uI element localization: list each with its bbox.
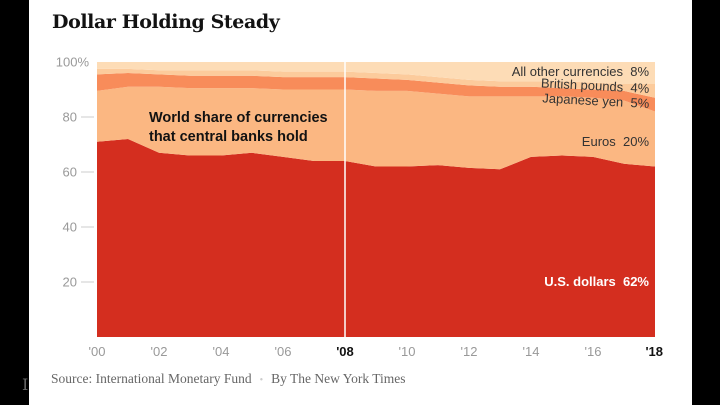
area-u-s-dollars — [97, 139, 655, 337]
series-label: Euros 20% — [582, 134, 650, 149]
y-axis: 100% 80 60 40 20 — [56, 55, 94, 290]
source-line: Source: International Monetary Fund • By T… — [51, 371, 406, 387]
separator-dot: • — [259, 375, 264, 386]
area-british-pounds — [97, 68, 655, 98]
series-label: British pounds 4% — [541, 75, 650, 96]
annotation-line-2: that central banks hold — [149, 129, 308, 145]
x-tick-label: '08 — [336, 344, 354, 359]
series-labels: U.S. dollars 62% Euros 20% Japanese yen 5%… — [512, 64, 650, 289]
y-tick-label: 20 — [63, 275, 77, 290]
series-label: Japanese yen 5% — [542, 90, 650, 111]
y-tick-label: 80 — [63, 110, 77, 125]
series-label: All other currencies 8% — [512, 64, 650, 79]
area-series — [97, 62, 655, 337]
area-euros — [97, 86, 655, 170]
chart-annotation: World share of currencies that central b… — [149, 110, 332, 145]
y-tick-label: 100% — [56, 55, 90, 70]
x-tick-label: '16 — [585, 344, 602, 359]
graphic-card: Dollar Holding Steady 100% 80 60 40 20 '00'0… — [29, 0, 692, 405]
source-text: Source: International Monetary Fund — [51, 371, 252, 386]
y-tick-label: 40 — [63, 220, 77, 235]
annotation-line-1: World share of currencies — [149, 110, 328, 126]
x-tick-label: '18 — [645, 344, 663, 359]
x-tick-label: '10 — [399, 344, 416, 359]
chart-title: Dollar Holding Steady — [52, 11, 280, 33]
area-japanese-yen — [97, 73, 655, 112]
x-tick-label: '04 — [213, 344, 230, 359]
edge-glyph: I — [22, 375, 29, 394]
x-tick-label: '00 — [89, 344, 106, 359]
x-tick-label: '02 — [151, 344, 168, 359]
series-label: U.S. dollars 62% — [544, 274, 649, 289]
area-all-other-currencies — [97, 62, 655, 84]
x-tick-label: '14 — [523, 344, 540, 359]
stacked-area-chart: 100% 80 60 40 20 '00 '02 '04 '06 '08 '10 '12 '14 '16… — [56, 55, 663, 360]
y-tick-label: 60 — [63, 165, 77, 180]
credit-text: By The New York Times — [271, 371, 406, 386]
x-axis: '00 '02 '04 '06 '08 '10 '12 '14 '16 '18 — [89, 344, 663, 359]
x-tick-label: '06 — [275, 344, 292, 359]
x-tick-label: '12 — [461, 344, 478, 359]
